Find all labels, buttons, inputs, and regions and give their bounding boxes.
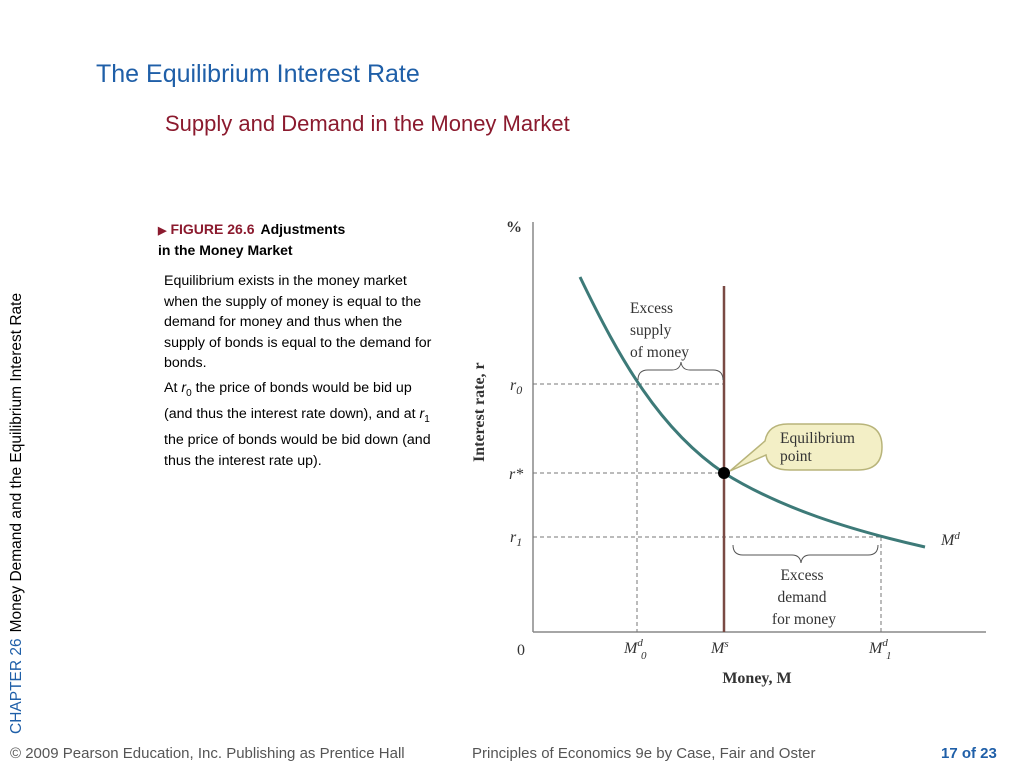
p2-r1-sub: 1 bbox=[424, 413, 430, 425]
figure-caption-line2: in the Money Market bbox=[158, 242, 293, 258]
equilibrium-label-line2: point bbox=[780, 448, 813, 465]
footer-copyright: © 2009 Pearson Education, Inc. Publishin… bbox=[10, 745, 405, 762]
demand-curve-label: Md bbox=[940, 530, 960, 549]
figure-description: Equilibrium exists in the money market w… bbox=[164, 271, 432, 475]
equilibrium-callout bbox=[729, 423, 883, 472]
p2-r1-base: r bbox=[419, 405, 425, 422]
figure-text-p2: At r0 the price of bonds would be bid up… bbox=[164, 378, 432, 472]
slide-title: The Equilibrium Interest Rate bbox=[96, 60, 420, 88]
excess-supply-line3: of money bbox=[630, 344, 689, 361]
excess-demand-line1: Excess bbox=[780, 567, 823, 584]
footer-page-number: 17 of 23 bbox=[941, 745, 997, 762]
equilibrium-point-marker bbox=[718, 467, 730, 479]
excess-supply-brace bbox=[637, 361, 724, 381]
figure-number: FIGURE 26.6 bbox=[170, 221, 255, 237]
p2-part-b: the price of bonds would be bid up (and … bbox=[164, 379, 420, 422]
r0-tick-label: r0 bbox=[510, 377, 522, 397]
rstar-tick-label: r* bbox=[509, 466, 523, 483]
excess-supply-line1: Excess bbox=[630, 300, 673, 317]
excess-supply-line2: supply bbox=[630, 322, 672, 339]
slide-footer: © 2009 Pearson Education, Inc. Publishin… bbox=[0, 745, 1024, 768]
x-axis-label: Money, M bbox=[722, 670, 791, 687]
figure-caption-line1: Adjustments bbox=[260, 221, 346, 237]
p2-r0-sub: 0 bbox=[186, 387, 192, 399]
p2-part-a: At bbox=[164, 379, 182, 396]
p2-r0-base: r bbox=[181, 379, 187, 396]
md0-tick-label: Md 0 bbox=[623, 637, 647, 662]
ms-tick-label: Ms bbox=[710, 638, 729, 657]
excess-demand-brace bbox=[732, 544, 879, 564]
y-axis-unit: % bbox=[506, 219, 522, 236]
slide-subtitle: Supply and Demand in the Money Market bbox=[165, 111, 570, 136]
excess-demand-line3: for money bbox=[772, 611, 836, 628]
footer-book-title: Principles of Economics 9e by Case, Fair… bbox=[472, 745, 816, 762]
equilibrium-label-line1: Equilibrium bbox=[780, 430, 855, 447]
origin-label: 0 bbox=[517, 642, 525, 659]
excess-demand-line2: demand bbox=[777, 589, 826, 606]
money-demand-curve bbox=[578, 276, 926, 549]
md1-tick-label: Md 1 bbox=[868, 637, 892, 662]
y-axis-label: Interest rate, r bbox=[471, 362, 488, 462]
caption-triangle-icon: ▶ bbox=[158, 225, 167, 237]
figure-text-p1: Equilibrium exists in the money market w… bbox=[164, 273, 432, 371]
r1-tick-label: r1 bbox=[510, 529, 522, 549]
p2-part-c: the price of bonds would be bid down (an… bbox=[164, 432, 431, 469]
figure-caption: ▶ FIGURE 26.6 Adjustments in the Money Mar… bbox=[158, 220, 438, 260]
